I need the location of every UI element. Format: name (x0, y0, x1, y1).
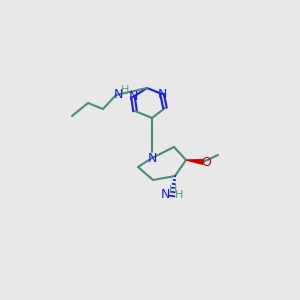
Text: N: N (113, 88, 123, 101)
Text: O: O (201, 155, 211, 169)
Text: H: H (121, 85, 129, 95)
Text: N: N (147, 152, 157, 164)
Text: H: H (175, 190, 183, 200)
Polygon shape (186, 160, 203, 164)
Text: H: H (169, 185, 177, 195)
Text: N: N (128, 91, 138, 103)
Text: N: N (160, 188, 170, 202)
Text: N: N (157, 88, 167, 100)
